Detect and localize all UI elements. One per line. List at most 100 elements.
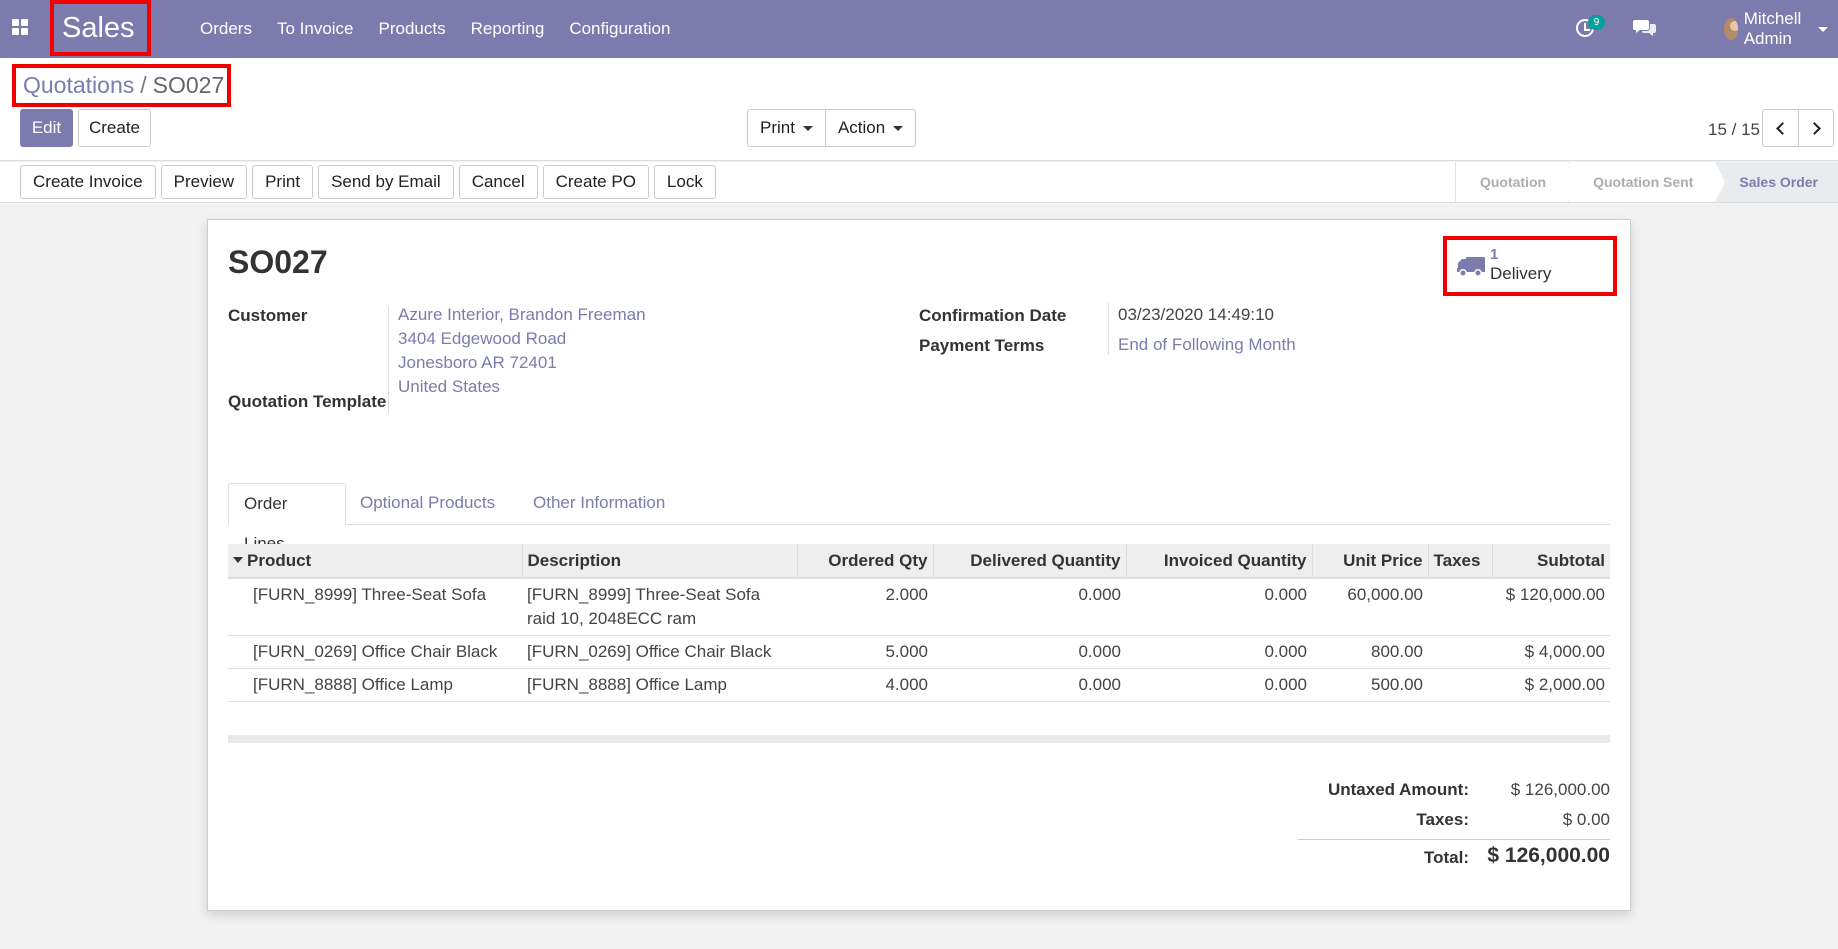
cell-invoiced-qty: 0.000: [1126, 668, 1312, 702]
activity-icon[interactable]: 9: [1576, 15, 1605, 39]
create-button[interactable]: Create: [78, 109, 151, 147]
total-label: Total:: [1423, 848, 1469, 867]
cell-ordered-qty: 5.000: [797, 635, 933, 669]
payment-terms-value[interactable]: End of Following Month: [1118, 335, 1296, 354]
cell-unit-price: 60,000.00: [1312, 578, 1428, 636]
cell-delivered-qty: 0.000: [933, 635, 1126, 669]
menu-products[interactable]: Products: [378, 19, 446, 38]
column-header-invoiced-quantity[interactable]: Invoiced Quantity: [1126, 544, 1313, 579]
cell-subtotal: $ 2,000.00: [1492, 668, 1610, 702]
cancel-button[interactable]: Cancel: [458, 165, 538, 199]
edit-button[interactable]: Edit: [20, 109, 73, 147]
chat-icon[interactable]: [1633, 18, 1657, 38]
cell-product: [FURN_8999] Three-Seat Sofa: [228, 578, 522, 636]
tab-other-information[interactable]: Other Information: [533, 493, 666, 512]
totals-divider: [1298, 839, 1610, 840]
cell-taxes: [1428, 578, 1492, 636]
truck-icon: [1457, 257, 1485, 277]
customer-field[interactable]: Azure Interior, Brandon Freeman 3404 Edg…: [398, 303, 646, 399]
lock-button[interactable]: Lock: [653, 165, 716, 199]
cell-delivered-qty: 0.000: [933, 578, 1126, 636]
notebook-tabs: Order Lines Optional Products Other Info…: [228, 483, 1610, 553]
taxes-value: $ 0.00: [1562, 810, 1610, 829]
menu-configuration[interactable]: Configuration: [569, 19, 671, 38]
cell-invoiced-qty: 0.000: [1126, 635, 1312, 669]
delivery-smart-button[interactable]: 1 Delivery: [1443, 236, 1617, 296]
action-dropdown-label: Action: [837, 118, 886, 137]
apps-menu-icon[interactable]: [12, 19, 30, 37]
customer-country: United States: [398, 377, 501, 396]
breadcrumb-current: SO027: [152, 72, 225, 98]
breadcrumb: Quotations / SO027: [12, 64, 231, 107]
cell-description: [FURN_0269] Office Chair Black: [522, 635, 797, 669]
cell-unit-price: 500.00: [1312, 668, 1428, 702]
stage-pipeline: Quotation Quotation Sent Sales Order: [1454, 162, 1838, 202]
stage-quotation[interactable]: Quotation: [1454, 162, 1579, 202]
menu-reporting[interactable]: Reporting: [470, 19, 545, 38]
column-header-delivered-quantity[interactable]: Delivered Quantity: [933, 544, 1127, 579]
cell-description: [FURN_8888] Office Lamp: [522, 668, 797, 702]
create-invoice-button[interactable]: Create Invoice: [20, 165, 156, 199]
untaxed-amount-value: $ 126,000.00: [1510, 780, 1610, 799]
preview-button[interactable]: Preview: [160, 165, 248, 199]
cell-subtotal: $ 120,000.00: [1492, 578, 1610, 636]
tab-optional-products[interactable]: Optional Products: [360, 493, 496, 512]
status-buttons: Create Invoice Preview Print Send by Ema…: [20, 165, 721, 199]
table-row[interactable]: [FURN_8999] Three-Seat Sofa [FURN_8999] …: [228, 578, 1610, 636]
stage-sales-order[interactable]: Sales Order: [1714, 162, 1838, 202]
cell-invoiced-qty: 0.000: [1126, 578, 1312, 636]
caret-down-icon: [233, 557, 243, 564]
table-header: Product Description Ordered Qty Delivere…: [228, 544, 1610, 579]
breadcrumb-separator: /: [140, 72, 147, 98]
table-row[interactable]: [FURN_0269] Office Chair Black [FURN_026…: [228, 635, 1610, 669]
taxes-label: Taxes:: [1416, 810, 1469, 829]
chevron-down-icon: [1818, 26, 1828, 32]
pager-buttons: [1762, 109, 1834, 147]
field-divider: [388, 306, 389, 414]
table-row[interactable]: [FURN_8888] Office Lamp [FURN_8888] Offi…: [228, 668, 1610, 702]
create-po-button[interactable]: Create PO: [542, 165, 649, 199]
print-button[interactable]: Print: [252, 165, 314, 199]
app-brand[interactable]: Sales: [50, 0, 151, 56]
pager-value[interactable]: 15 / 15: [1708, 120, 1760, 139]
column-header-subtotal[interactable]: Subtotal: [1492, 544, 1610, 579]
column-header-taxes[interactable]: Taxes: [1428, 544, 1493, 579]
caret-down-icon: [802, 126, 813, 132]
total-value: $ 126,000.00: [1487, 844, 1610, 867]
print-dropdown-label: Print: [760, 118, 795, 137]
pager-previous-button[interactable]: [1762, 109, 1798, 147]
send-by-email-button[interactable]: Send by Email: [318, 165, 454, 199]
cell-product: [FURN_8888] Office Lamp: [228, 668, 522, 702]
cell-ordered-qty: 4.000: [797, 668, 933, 702]
confirmation-date-label: Confirmation Date: [919, 306, 1067, 325]
cell-delivered-qty: 0.000: [933, 668, 1126, 702]
action-dropdown[interactable]: Action: [824, 109, 917, 147]
user-menu[interactable]: Mitchell Admin: [1724, 0, 1828, 58]
avatar: [1724, 18, 1738, 40]
column-header-unit-price[interactable]: Unit Price: [1312, 544, 1429, 579]
top-navbar: Sales Orders To Invoice Products Reporti…: [0, 0, 1838, 58]
payment-terms-label: Payment Terms: [919, 336, 1045, 355]
column-header-ordered-qty[interactable]: Ordered Qty: [797, 544, 934, 579]
cell-subtotal: $ 4,000.00: [1492, 635, 1610, 669]
breadcrumb-quotations[interactable]: Quotations: [23, 72, 135, 98]
column-header-description[interactable]: Description: [522, 544, 798, 579]
menu-to-invoice[interactable]: To Invoice: [276, 19, 354, 38]
cell-unit-price: 800.00: [1312, 635, 1428, 669]
column-header-product[interactable]: Product: [228, 544, 523, 579]
tab-order-lines[interactable]: Order Lines: [228, 483, 346, 553]
customer-name[interactable]: Azure Interior, Brandon Freeman: [398, 305, 646, 324]
menu-orders[interactable]: Orders: [200, 19, 252, 38]
main-menu: Orders To Invoice Products Reporting Con…: [200, 0, 695, 58]
untaxed-amount-label: Untaxed Amount:: [1327, 780, 1469, 799]
print-dropdown[interactable]: Print: [747, 109, 825, 147]
delivery-label: Delivery: [1490, 264, 1552, 283]
stage-quotation-sent[interactable]: Quotation Sent: [1568, 162, 1726, 202]
chevron-left-icon: [1775, 122, 1789, 135]
user-name: Mitchell Admin: [1743, 9, 1802, 48]
cell-taxes: [1428, 635, 1492, 669]
table-footer: [228, 735, 1610, 743]
cell-description: [FURN_8999] Three-Seat Sofa raid 10, 2048…: [522, 578, 797, 636]
pager-next-button[interactable]: [1798, 109, 1834, 147]
customer-city: Jonesboro AR 72401: [398, 353, 557, 372]
